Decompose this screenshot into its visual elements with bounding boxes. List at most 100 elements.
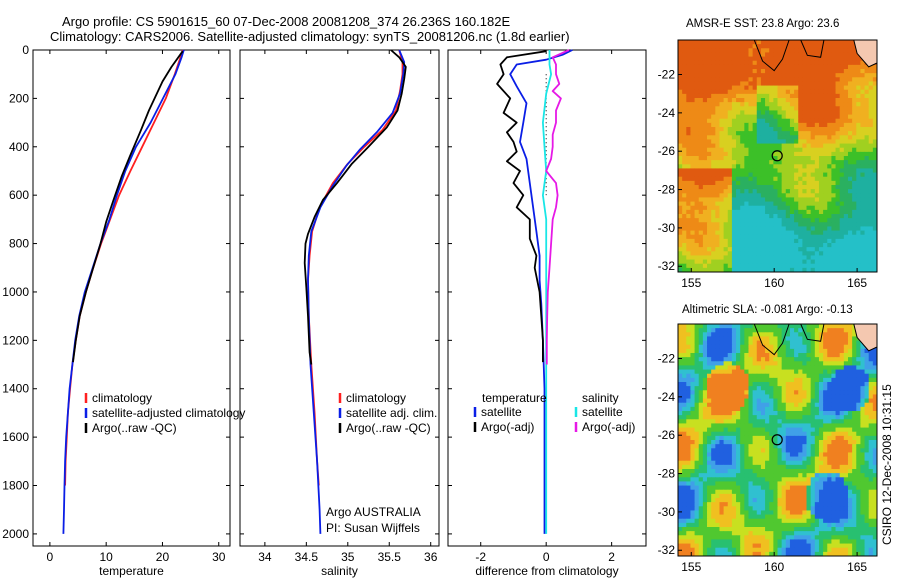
sla-map-cell xyxy=(723,502,729,507)
sla-map-cell xyxy=(785,377,791,383)
sst-map-cell xyxy=(702,243,708,248)
sst-map-cell xyxy=(777,143,783,149)
sla-map-cell xyxy=(723,452,729,457)
sla-map-cell xyxy=(785,382,791,387)
sla-map-cell xyxy=(752,444,758,449)
sst-map-cell xyxy=(686,93,691,99)
sla-map-cell xyxy=(756,448,762,453)
sla-map-cell xyxy=(781,415,787,420)
sst-map-cell xyxy=(864,164,870,169)
sla-map-cell xyxy=(831,353,836,358)
sst-map-cell xyxy=(794,226,799,231)
sst-map-cell xyxy=(839,226,845,231)
sla-map-cell xyxy=(852,481,857,486)
sla-map-cell xyxy=(872,386,878,391)
sst-map-cell xyxy=(872,147,878,153)
sst-map-cell xyxy=(736,122,741,128)
sla-map-cell xyxy=(835,340,841,346)
sst-map-cell xyxy=(686,143,691,149)
sst-map-cell xyxy=(868,122,874,128)
sst-map-cell xyxy=(744,135,749,140)
sla-map-cell xyxy=(806,406,812,412)
sla-map-cell xyxy=(810,452,816,457)
sla-map-cell xyxy=(781,431,787,437)
sla-map-cell xyxy=(711,402,716,408)
sst-map-cell xyxy=(839,234,845,240)
sst-map-cell xyxy=(839,176,845,182)
sla-map-cell xyxy=(773,502,778,507)
sst-map-cell xyxy=(810,135,816,140)
sst-map-cell xyxy=(678,69,683,74)
sst-map-cell xyxy=(715,230,720,236)
sst-map-cell xyxy=(736,73,741,78)
sla-map-cell xyxy=(707,390,712,395)
sst-map-cell xyxy=(765,64,770,70)
sst-map-cell xyxy=(785,160,791,165)
sst-map-cell xyxy=(769,205,774,211)
sla-map-cell xyxy=(789,489,795,495)
sst-map-cell xyxy=(682,156,687,161)
sst-map-cell xyxy=(860,77,865,82)
sst-map-cell xyxy=(752,48,758,53)
sla-map-cell xyxy=(694,406,700,412)
sla-map-cell xyxy=(744,369,749,375)
sst-map-cell xyxy=(694,135,700,140)
sla-map-cell xyxy=(777,377,783,383)
sla-map-cell xyxy=(831,377,836,383)
sst-map-cell xyxy=(814,81,820,86)
sst-map-cell xyxy=(736,201,741,207)
sla-map-cell xyxy=(698,481,704,486)
sla-map-cell xyxy=(727,382,733,387)
sla-map-cell xyxy=(760,377,766,383)
sla-map-cell xyxy=(872,452,878,457)
sla-map-cell xyxy=(723,340,729,346)
sst-map-cell xyxy=(711,189,716,194)
sst-map-cell xyxy=(856,143,861,149)
sla-map-cell xyxy=(839,340,845,346)
sst-map-cell xyxy=(702,44,708,49)
sla-map-cell xyxy=(740,464,745,470)
sla-map-cell xyxy=(831,394,836,399)
sla-map-cell xyxy=(802,382,807,387)
sla-map-cell xyxy=(723,419,729,424)
sst-map-cell xyxy=(827,106,832,111)
sla-map-cell xyxy=(723,394,729,399)
sst-map-cell xyxy=(864,147,870,153)
sst-map-cell xyxy=(868,247,874,252)
sst-map-cell xyxy=(872,106,878,111)
sla-map-cell xyxy=(789,481,795,486)
sla-map-cell xyxy=(856,435,861,441)
sst-map-cell xyxy=(810,218,816,223)
sla-map-cell xyxy=(868,369,874,375)
sst-map-cell xyxy=(872,98,878,103)
sst-map-cell xyxy=(690,205,695,211)
sst-map-cell xyxy=(827,222,832,227)
sst-map-cell xyxy=(686,214,691,219)
sla-map-cell xyxy=(860,440,865,445)
sla-map-cell xyxy=(707,473,712,478)
sst-map-cell xyxy=(843,201,849,207)
sst-map-cell xyxy=(831,147,836,153)
sla-map-cell xyxy=(690,336,695,341)
sla-map-cell xyxy=(802,427,807,433)
sst-map-cell xyxy=(769,263,774,269)
sla-map-cell xyxy=(785,489,791,495)
sst-map-cell xyxy=(835,168,841,173)
sst-map-cell xyxy=(872,226,878,231)
sst-map-cell xyxy=(814,89,820,95)
sst-map-cell xyxy=(868,98,874,103)
sst-map-cell xyxy=(773,234,778,240)
sst-map-cell xyxy=(843,263,849,269)
sla-map-cell xyxy=(707,456,712,462)
sla-map-cell xyxy=(785,419,791,424)
sla-map-cell xyxy=(723,473,729,478)
sla-map-cell xyxy=(847,493,853,499)
sst-map-cell xyxy=(756,40,762,45)
sla-map-cell xyxy=(740,361,745,366)
sst-map-cell xyxy=(711,89,716,95)
sst-map-cell xyxy=(839,60,845,66)
sla-map-cell xyxy=(814,369,820,375)
sla-map-cell xyxy=(731,444,737,449)
sst-map-cell xyxy=(831,209,836,215)
sla-map-cell xyxy=(777,348,783,354)
